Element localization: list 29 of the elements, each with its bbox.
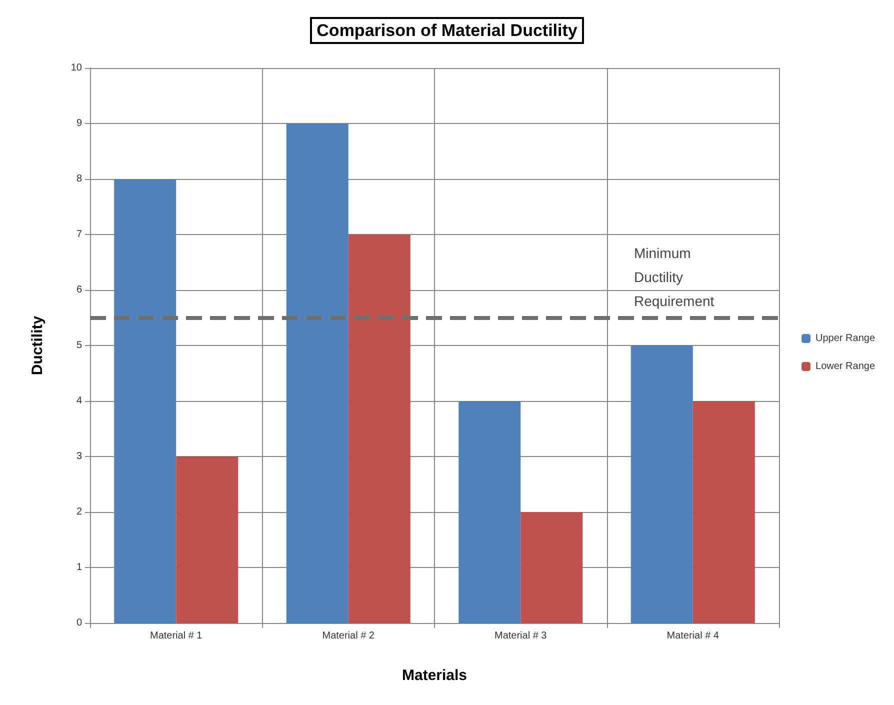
y-tick-label: 10 (70, 62, 82, 74)
x-axis-title: Materials (402, 667, 468, 684)
chart-title: Comparison of Material Ductility (316, 21, 578, 40)
bar (114, 179, 176, 623)
x-tick-label: Material # 2 (322, 630, 375, 642)
y-tick-label: 8 (76, 174, 82, 184)
y-tick-label: 7 (76, 229, 82, 240)
bar (348, 234, 410, 623)
y-tick-label: 6 (76, 284, 82, 296)
bar (176, 456, 238, 623)
y-axis-title: Ductility (29, 315, 46, 376)
x-tick-label: Material # 3 (494, 630, 548, 642)
legend-label: Lower Range (816, 361, 876, 372)
y-tick-label: 3 (76, 451, 82, 462)
ref-line-label: Minimum Ductility Requirement (634, 244, 714, 309)
bar (692, 401, 755, 623)
bar (458, 401, 521, 623)
bar (630, 346, 693, 623)
y-tick-label: 4 (76, 396, 82, 406)
legend-label: Upper Range (816, 333, 876, 344)
y-tick-label: 2 (76, 506, 82, 518)
bar (520, 512, 583, 623)
y-tick-label: 0 (76, 618, 82, 628)
y-tick-label: 1 (76, 562, 82, 573)
bar (286, 124, 348, 623)
y-tick-label: 5 (76, 340, 82, 351)
x-tick-label: Material # 1 (150, 630, 203, 642)
x-tick-label: Material # 4 (666, 630, 720, 642)
y-tick-label: 9 (76, 118, 82, 129)
